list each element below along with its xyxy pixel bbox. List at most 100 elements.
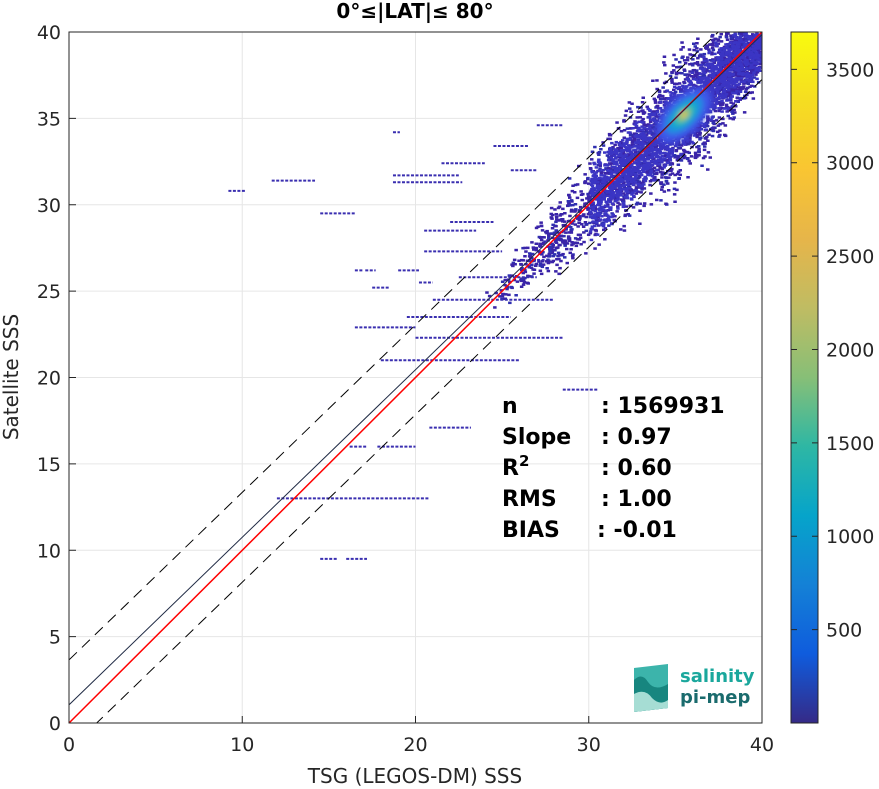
density-cell (677, 71, 682, 75)
density-cell (640, 186, 644, 189)
density-cell (759, 60, 762, 64)
density-cell (638, 116, 643, 119)
density-cell (630, 198, 634, 201)
density-cell (643, 163, 647, 167)
x-tick-label: 10 (230, 734, 254, 756)
density-cell (696, 77, 700, 80)
density-cell (591, 201, 596, 204)
density-cell (690, 131, 694, 134)
density-cell (601, 180, 605, 184)
density-cell (646, 165, 650, 168)
density-cell (717, 135, 721, 138)
density-cell (733, 111, 737, 114)
density-cell (739, 68, 743, 71)
density-cell (755, 67, 760, 71)
density-cell (735, 96, 739, 99)
density-cell (552, 231, 557, 234)
density-cell (726, 43, 730, 46)
density-cell (670, 91, 674, 95)
y-tick-label: 20 (37, 368, 61, 390)
density-cell (485, 291, 489, 294)
density-cell (576, 225, 580, 228)
logo-word-salinity: salinity (680, 666, 755, 687)
density-cell (755, 71, 760, 74)
density-cell (659, 140, 663, 143)
density-cell (551, 249, 556, 252)
density-cell (665, 161, 670, 164)
density-cell (715, 68, 719, 71)
density-cell (560, 213, 564, 216)
density-cell (628, 204, 633, 208)
density-cell (696, 80, 700, 84)
density-cell (717, 109, 721, 113)
density-cell (721, 101, 725, 105)
density-cell (508, 301, 512, 305)
density-cell (635, 163, 640, 166)
density-cell (602, 174, 606, 177)
density-cell (646, 146, 650, 149)
density-cell (659, 199, 663, 202)
density-cell (676, 163, 681, 166)
density-cell (610, 179, 614, 182)
density-cell (534, 262, 539, 266)
density-cell (591, 220, 596, 223)
density-cell (720, 103, 725, 106)
y-tick-label: 35 (37, 108, 61, 130)
density-cell (741, 73, 745, 77)
density-cell (648, 148, 653, 152)
density-cell (687, 142, 692, 145)
stat-label: Slope (502, 425, 571, 450)
density-cell (615, 184, 620, 188)
density-cell (654, 121, 659, 124)
stat-value: : 0.60 (601, 456, 672, 481)
density-cell (724, 103, 729, 107)
density-cell (605, 201, 609, 204)
density-cell (611, 158, 615, 161)
density-cell (660, 171, 665, 174)
density-cell (748, 43, 752, 47)
density-cell (691, 85, 696, 89)
density-cell (706, 121, 710, 124)
density-cell (548, 245, 553, 249)
density-cell (583, 173, 587, 176)
density-cell (634, 121, 639, 124)
density-cell (607, 151, 611, 154)
density-cell (752, 71, 756, 74)
density-cell (592, 177, 596, 181)
density-cell (660, 185, 664, 189)
density-cell (561, 207, 565, 211)
density-cell (608, 134, 613, 137)
density-cell (639, 173, 644, 177)
density-cell (606, 209, 610, 212)
density-cell (631, 173, 636, 177)
stat-value: : -0.01 (597, 518, 677, 543)
density-cell (727, 45, 732, 49)
density-cell (546, 239, 550, 242)
density-cell (717, 107, 721, 110)
density-cell (555, 263, 559, 267)
density-cell (734, 68, 739, 72)
density-cell (675, 82, 679, 86)
density-cell (587, 182, 591, 185)
density-cell (748, 55, 753, 58)
density-cell (713, 64, 717, 68)
density-cell (670, 162, 674, 166)
density-cell (653, 130, 658, 134)
density-cell (728, 106, 732, 109)
density-cell (644, 130, 648, 133)
density-cell (601, 168, 605, 172)
density-cell (627, 214, 632, 217)
density-cell (613, 143, 617, 147)
density-cell (593, 210, 597, 213)
density-cell (578, 217, 582, 220)
density-cell (647, 115, 651, 119)
density-cell (726, 61, 730, 64)
density-cell (630, 102, 634, 105)
density-cell (723, 65, 728, 69)
density-cell (622, 203, 626, 207)
density-cell (614, 160, 619, 163)
density-cell (637, 171, 642, 175)
density-cell (706, 168, 710, 171)
density-cell (658, 107, 663, 110)
density-cell (642, 149, 647, 153)
